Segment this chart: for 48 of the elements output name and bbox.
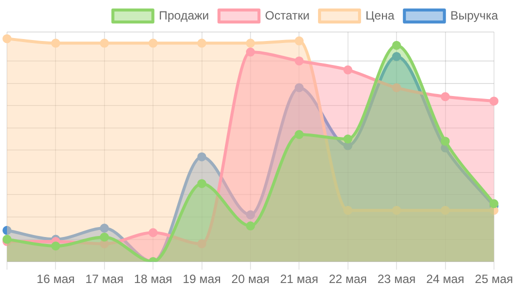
point xyxy=(100,232,109,242)
point xyxy=(246,210,255,220)
x-tick-label: 25 мая xyxy=(474,272,514,286)
point xyxy=(489,96,498,106)
point xyxy=(392,52,402,62)
point xyxy=(51,38,60,48)
point xyxy=(392,40,402,50)
legend-label: Продажи xyxy=(158,8,209,22)
point xyxy=(100,224,109,233)
x-tick-label: 19 мая xyxy=(182,272,221,286)
point xyxy=(2,34,12,44)
point xyxy=(392,83,402,92)
point xyxy=(440,92,450,102)
x-tick-label: 18 мая xyxy=(134,272,172,286)
legend-label: Выручка xyxy=(450,8,498,22)
point xyxy=(148,228,158,238)
point xyxy=(246,221,255,230)
point xyxy=(294,130,304,140)
x-tick-label: 23 мая xyxy=(378,272,416,286)
point xyxy=(343,65,352,74)
point xyxy=(440,136,450,146)
point xyxy=(100,38,109,48)
point xyxy=(246,38,255,48)
point xyxy=(197,239,206,248)
x-tick-label: 21 мая xyxy=(280,272,318,286)
point xyxy=(294,56,304,66)
point xyxy=(246,48,255,57)
point xyxy=(197,179,206,188)
point xyxy=(197,38,206,48)
point xyxy=(294,83,304,92)
point xyxy=(392,206,402,215)
x-tick-label: 24 мая xyxy=(426,272,464,286)
point xyxy=(197,152,206,162)
x-tick-label: 17 мая xyxy=(85,272,124,286)
point xyxy=(2,234,12,244)
point xyxy=(294,36,304,46)
point xyxy=(343,206,352,215)
point xyxy=(440,206,450,215)
x-tick-label: 22 мая xyxy=(328,272,367,286)
point xyxy=(343,134,352,144)
x-tick-label: 20 мая xyxy=(231,272,270,286)
legend-label: Цена xyxy=(366,8,395,22)
point xyxy=(2,226,12,235)
point xyxy=(148,38,158,48)
x-tick-label: 16 мая xyxy=(36,272,75,286)
point xyxy=(51,241,60,250)
legend-label: Остатки xyxy=(264,8,310,22)
point xyxy=(343,141,352,150)
